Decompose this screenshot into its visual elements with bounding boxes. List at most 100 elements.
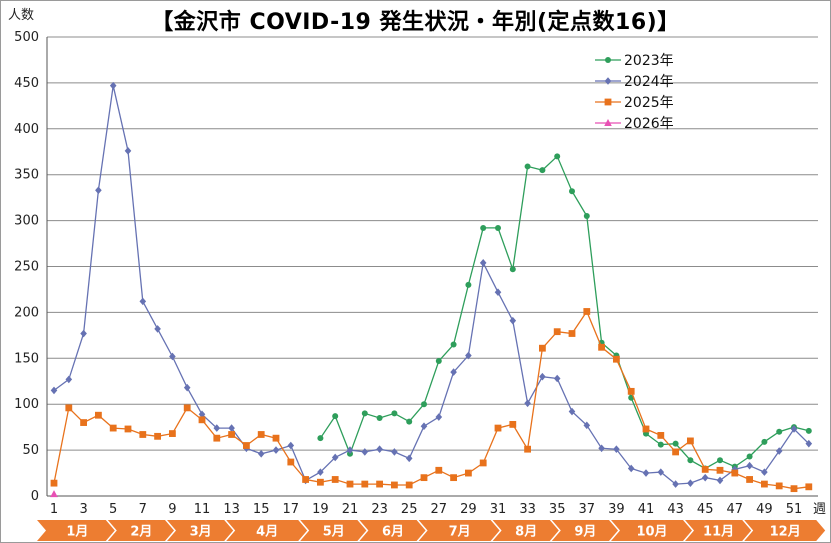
month-chevron xyxy=(744,520,826,541)
data-point xyxy=(124,147,132,155)
data-point xyxy=(272,446,280,454)
data-point xyxy=(701,465,709,473)
data-point xyxy=(213,424,221,432)
month-label: 6月 xyxy=(382,525,404,540)
data-point xyxy=(405,454,413,463)
data-point xyxy=(302,476,309,483)
month-chevron xyxy=(167,520,234,541)
data-point xyxy=(331,453,339,462)
x-tick-label: 51 xyxy=(786,502,803,517)
data-point xyxy=(539,372,546,381)
data-point xyxy=(317,468,324,476)
data-point xyxy=(480,224,487,231)
data-point xyxy=(287,441,295,450)
y-tick-label: 100 xyxy=(14,397,39,412)
legend-item: 2023年 xyxy=(595,53,674,69)
x-tick-label: 15 xyxy=(253,502,270,517)
data-point xyxy=(657,432,665,439)
data-point xyxy=(50,490,58,498)
data-point xyxy=(716,466,724,474)
y-tick-label: 150 xyxy=(14,351,39,366)
data-point xyxy=(509,420,517,428)
data-point xyxy=(746,476,753,483)
month-label: 2月 xyxy=(130,525,152,540)
data-point xyxy=(776,428,783,435)
data-point xyxy=(509,316,517,325)
y-tick-label: 0 xyxy=(31,489,39,504)
data-point xyxy=(687,479,694,487)
data-point xyxy=(805,483,813,491)
data-point xyxy=(272,434,280,442)
x-axis-label: 週 xyxy=(813,502,826,517)
y-axis-label: 人数 xyxy=(8,8,34,23)
data-point xyxy=(317,435,324,442)
data-point xyxy=(627,387,635,395)
month-chevron xyxy=(492,520,559,541)
data-point xyxy=(479,259,487,267)
data-point xyxy=(613,445,620,453)
x-tick-label: 11 xyxy=(194,502,211,517)
data-point xyxy=(213,434,221,442)
data-point xyxy=(687,457,694,464)
month-label: 3月 xyxy=(190,525,212,540)
month-chevron xyxy=(226,520,308,541)
data-point xyxy=(672,480,679,488)
data-point xyxy=(376,480,383,488)
series-group xyxy=(50,81,813,498)
month-chevron xyxy=(551,520,618,541)
gridlines xyxy=(47,36,818,451)
data-point xyxy=(701,473,709,482)
data-point xyxy=(495,224,501,231)
data-point xyxy=(346,480,354,488)
data-point xyxy=(169,352,176,361)
data-point xyxy=(435,466,443,474)
x-tick-label: 31 xyxy=(490,502,507,517)
data-point xyxy=(109,81,117,90)
data-point xyxy=(95,411,102,419)
data-point xyxy=(494,288,502,297)
data-point xyxy=(604,98,612,106)
data-point xyxy=(568,330,576,337)
data-point xyxy=(139,431,147,438)
legend-item: 2025年 xyxy=(595,95,674,111)
data-point xyxy=(183,404,191,412)
data-point xyxy=(524,399,531,408)
data-point xyxy=(604,119,612,126)
data-point xyxy=(198,410,206,419)
data-point xyxy=(228,431,235,438)
data-point xyxy=(716,476,724,485)
x-tick-label: 7 xyxy=(139,502,147,517)
data-point xyxy=(198,416,206,424)
x-axis-ticks: 1 3 5 7 9 11 13 15 17 19 21 23 25 27 29 31 33 35 37 39 41 43 4… xyxy=(50,502,802,517)
month-label: 5月 xyxy=(323,525,345,540)
month-label: 1月 xyxy=(66,525,88,540)
series-2 xyxy=(50,81,813,488)
data-point xyxy=(465,351,472,360)
data-point xyxy=(775,482,783,490)
chart-title: 【金沢市 COVID-19 発生状況・年別(定点数16)】 xyxy=(151,10,680,35)
data-point xyxy=(746,453,753,460)
x-tick-label: 27 xyxy=(431,502,448,517)
data-point xyxy=(65,404,73,412)
legend-item: 2024年 xyxy=(595,74,674,90)
month-label: 8月 xyxy=(515,525,537,540)
x-tick-label: 33 xyxy=(519,502,536,517)
legend-label: 2025年 xyxy=(624,95,674,111)
month-chevron xyxy=(685,520,752,541)
y-tick-label: 250 xyxy=(14,260,39,275)
data-point xyxy=(642,469,650,477)
data-point xyxy=(450,474,457,482)
x-tick-label: 1 xyxy=(50,502,58,517)
month-chevron xyxy=(107,520,174,541)
axes xyxy=(46,37,818,497)
x-tick-label: 49 xyxy=(756,502,773,517)
data-point xyxy=(391,481,398,489)
legend: 2023年 2024年 2025年 2026年 xyxy=(595,53,674,132)
month-chevron xyxy=(359,520,426,541)
data-point xyxy=(790,425,798,433)
data-point xyxy=(775,447,783,455)
data-point xyxy=(361,410,368,417)
data-point xyxy=(746,461,753,470)
month-chevron xyxy=(300,520,367,541)
